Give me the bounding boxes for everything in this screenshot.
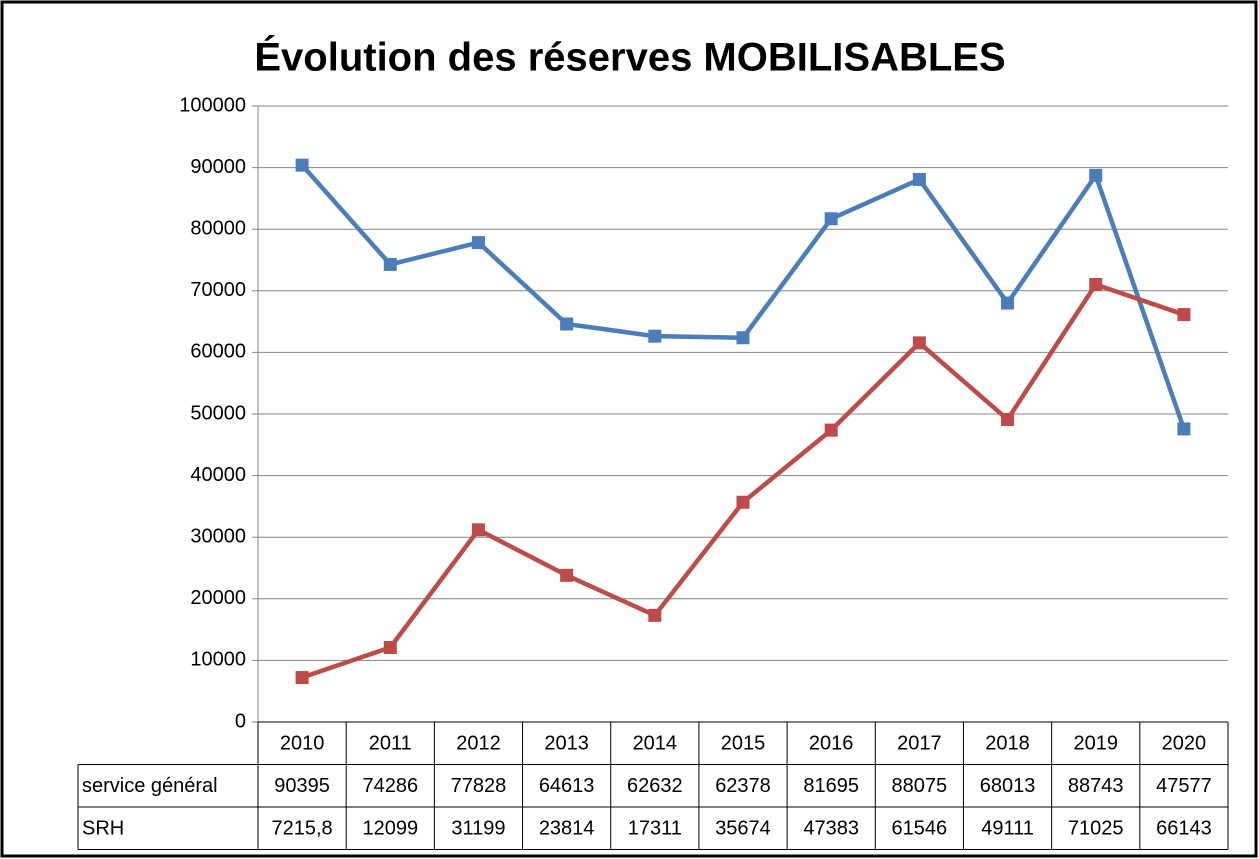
x-tick-label: 2013 [544, 733, 589, 755]
table-cell: 68013 [980, 775, 1036, 797]
y-tick-label: 50000 [190, 402, 246, 424]
x-tick-label: 2020 [1162, 733, 1207, 755]
legend-label: SRH [82, 818, 124, 840]
marker [383, 257, 397, 271]
marker [824, 423, 838, 437]
x-tick-label: 2012 [456, 733, 501, 755]
marker [648, 329, 662, 343]
table-cell: 47383 [803, 818, 859, 840]
marker [824, 212, 838, 226]
table-cell: 64613 [539, 775, 595, 797]
chart-title: Évolution des réserves MOBILISABLES [254, 35, 1005, 80]
marker [1177, 422, 1191, 436]
y-tick-label: 10000 [190, 649, 246, 671]
table-cell: 62632 [627, 775, 683, 797]
table-cell: 47577 [1156, 775, 1212, 797]
y-tick-label: 80000 [190, 217, 246, 239]
x-tick-label: 2015 [721, 733, 766, 755]
table-cell: 66143 [1156, 818, 1212, 840]
table-cell: 23814 [539, 818, 595, 840]
marker [560, 568, 574, 582]
y-tick-label: 20000 [190, 587, 246, 609]
marker [560, 317, 574, 331]
table-cell: 74286 [362, 775, 418, 797]
table-cell: 61546 [892, 818, 948, 840]
marker [1001, 412, 1015, 426]
table-cell: 88075 [892, 775, 948, 797]
table-cell: 7215,8 [272, 818, 333, 840]
table-cell: 77828 [451, 775, 507, 797]
table-cell: 88743 [1068, 775, 1124, 797]
y-tick-label: 0 [235, 710, 246, 732]
y-tick-label: 40000 [190, 464, 246, 486]
marker [648, 608, 662, 622]
y-tick-label: 90000 [190, 156, 246, 178]
y-tick-label: 70000 [190, 279, 246, 301]
x-tick-label: 2018 [985, 733, 1030, 755]
marker [736, 331, 750, 345]
x-tick-label: 2014 [633, 733, 678, 755]
y-tick-label: 100000 [179, 94, 246, 116]
marker [912, 172, 926, 186]
marker [1089, 168, 1103, 182]
table-cell: 49111 [981, 818, 1034, 840]
marker [736, 495, 750, 509]
x-tick-label: 2011 [369, 733, 412, 755]
marker [295, 158, 309, 172]
marker [1001, 296, 1015, 310]
table-cell: 90395 [274, 775, 330, 797]
x-tick-label: 2019 [1073, 733, 1118, 755]
table-cell: 17311 [628, 818, 682, 840]
table-cell: 12099 [362, 818, 418, 840]
table-cell: 81695 [803, 775, 859, 797]
marker [1177, 308, 1191, 322]
x-tick-label: 2016 [809, 733, 854, 755]
x-tick-label: 2010 [280, 733, 325, 755]
marker [912, 336, 926, 350]
marker [1089, 277, 1103, 291]
marker [383, 640, 397, 654]
table-cell: 71025 [1068, 818, 1124, 840]
y-tick-label: 60000 [190, 341, 246, 363]
table-cell: 35674 [715, 818, 771, 840]
legend-label: service général [82, 775, 218, 797]
table-cell: 62378 [715, 775, 771, 797]
x-tick-label: 2017 [897, 733, 942, 755]
marker [295, 671, 309, 685]
marker [471, 523, 485, 537]
table-cell: 31199 [451, 818, 505, 840]
marker [471, 236, 485, 250]
y-tick-label: 30000 [190, 525, 246, 547]
